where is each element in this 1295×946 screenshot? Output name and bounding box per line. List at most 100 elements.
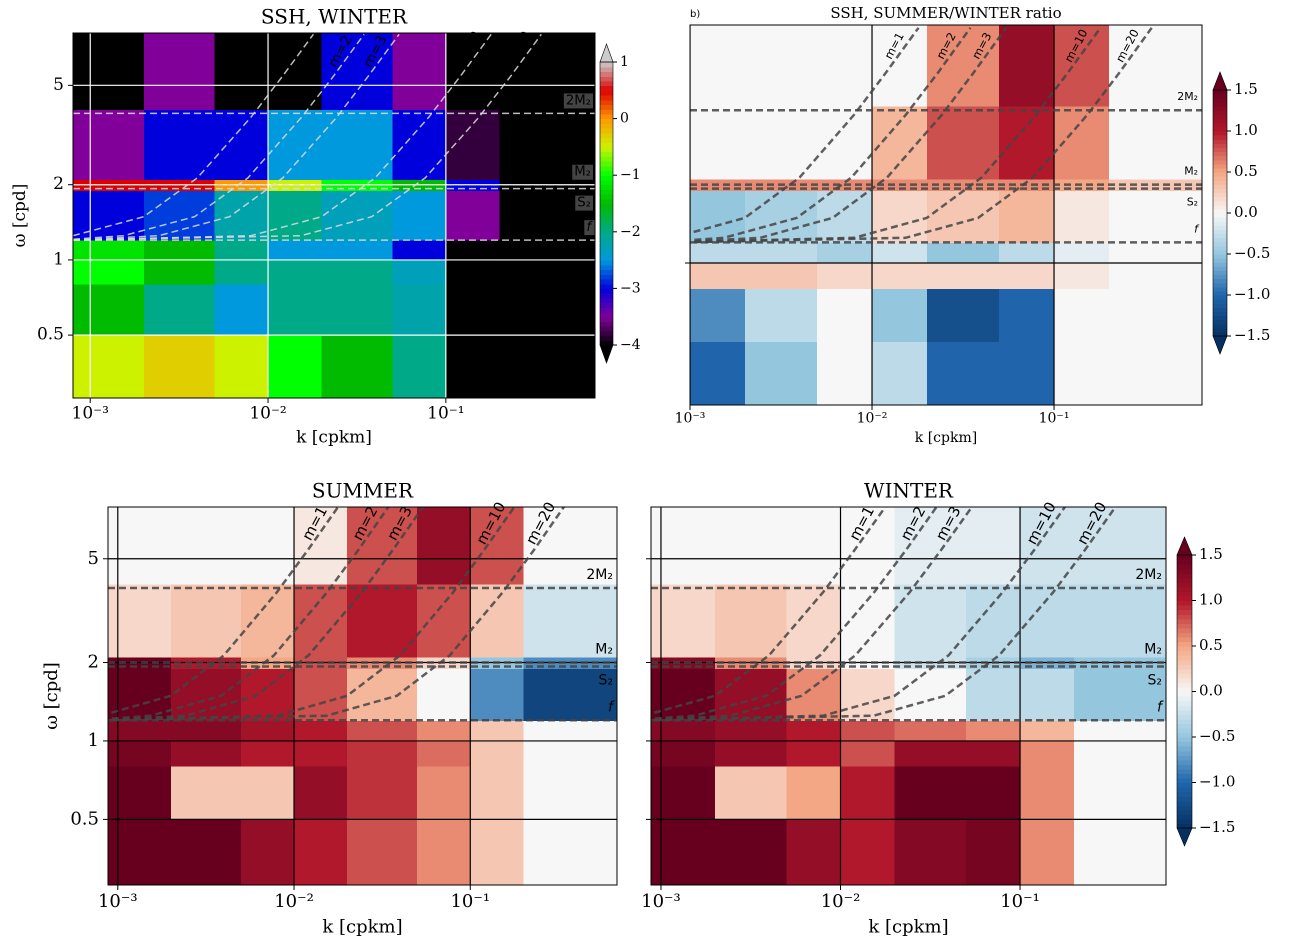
heatmap-cell — [1074, 819, 1166, 885]
colorbar-swatch — [1177, 782, 1192, 788]
axes-frame — [72, 32, 596, 399]
plot-area — [690, 25, 1202, 405]
heatmap-cell — [392, 259, 447, 285]
colorbar-extend — [599, 43, 614, 63]
colorbar-tick-label: −3 — [620, 280, 641, 296]
colorbar-swatch — [1177, 814, 1192, 820]
colorbar-swatch — [1177, 714, 1192, 720]
colorbar-swatch — [600, 161, 613, 167]
colorbar-swatch — [1177, 709, 1192, 715]
heatmap-cell — [999, 263, 1055, 289]
heatmap-cell — [347, 668, 418, 721]
y-axis-label: ω [cpd] — [41, 662, 62, 730]
heatmap-cell — [1054, 263, 1110, 289]
colorbar-swatch — [1213, 196, 1227, 202]
heatmap-cell — [872, 263, 928, 289]
reference-label: 2M₂ — [586, 567, 613, 583]
colorbar-swatch — [1177, 723, 1192, 729]
colorbar-tick-label: −2 — [620, 224, 641, 240]
heatmap-cell — [214, 335, 269, 398]
colorbar-swatch — [1177, 768, 1192, 774]
colorbar-swatch — [1177, 677, 1192, 683]
x-tick-label: 10⁻³ — [641, 891, 681, 912]
heatmap-cell — [240, 819, 295, 885]
colorbar-swatch — [1177, 764, 1192, 770]
heatmap-cell — [966, 507, 1021, 585]
colorbar-swatch — [1213, 184, 1227, 189]
heatmap-cell — [214, 109, 269, 180]
y-tick-label: 5 — [88, 548, 99, 569]
y-tick-label: 2 — [88, 651, 99, 672]
colorbar-swatch — [1177, 632, 1192, 638]
heatmap-cell — [170, 507, 242, 585]
colorbar-swatch — [600, 137, 613, 143]
heatmap-cell — [715, 720, 787, 742]
colorbar-tick-label: −1.0 — [1199, 773, 1235, 791]
colorbar-tick-label: 0.0 — [1234, 203, 1258, 221]
heatmap-cell — [143, 335, 216, 398]
heatmap-cell — [170, 720, 242, 742]
colorbar-swatch — [1177, 568, 1192, 574]
colorbar-swatch — [1177, 559, 1192, 565]
colorbar-swatch — [1177, 773, 1192, 779]
colorbar-swatch — [1213, 286, 1227, 292]
x-tick-label: 10⁻² — [249, 404, 286, 424]
heatmap-cell — [417, 668, 471, 721]
colorbar-swatch — [600, 311, 613, 318]
colorbar-swatch — [1177, 555, 1192, 561]
colorbar-swatch — [600, 326, 613, 332]
heatmap-cell — [1074, 668, 1166, 721]
heatmap-cell — [872, 25, 928, 107]
colorbar-swatch — [1213, 254, 1227, 259]
colorbar-tick-label: 1.0 — [1234, 121, 1258, 139]
colorbar-swatch — [600, 269, 613, 275]
reference-label: 2M₂ — [1135, 567, 1162, 583]
heatmap-cell — [966, 819, 1021, 885]
colorbar-swatch — [600, 184, 613, 190]
colorbar-swatch — [1213, 258, 1227, 263]
heatmap-cell — [294, 819, 348, 885]
colorbar-swatch — [600, 142, 613, 148]
colorbar-tick-label: 1.0 — [1199, 591, 1223, 609]
colorbar-swatch — [1177, 668, 1192, 674]
heatmap-cell — [786, 740, 842, 767]
heatmap-cell — [214, 33, 269, 111]
dispersion-curve — [651, 507, 887, 715]
dispersion-curve — [108, 507, 566, 722]
x-tick-label: 10⁻² — [274, 891, 314, 912]
chart-title: SUMMER — [312, 479, 414, 503]
x-tick-label: 10⁻² — [857, 410, 888, 426]
colorbar-swatch — [1177, 700, 1192, 706]
y-tick-label: 5 — [53, 75, 64, 95]
heatmap-cell — [214, 190, 269, 241]
heatmap-cell — [1074, 740, 1166, 767]
colorbar-swatch — [1177, 673, 1192, 679]
heatmap-cell — [840, 720, 896, 742]
colorbar-swatch — [1177, 664, 1192, 670]
colorbar-swatch — [1213, 323, 1227, 329]
colorbar-swatch — [1213, 233, 1227, 239]
colorbar-swatch — [1213, 139, 1227, 144]
heatmap-cell — [321, 190, 393, 241]
heatmap-cell — [523, 766, 617, 820]
heatmap-cell — [445, 259, 500, 285]
dispersion-curve — [108, 507, 390, 721]
colorbar-extend — [1176, 827, 1193, 847]
colorbar-swatch — [1213, 266, 1227, 271]
heatmap-cell — [966, 766, 1021, 820]
colorbar-tick-label: 0.5 — [1234, 162, 1258, 180]
heatmap-cell — [143, 240, 216, 261]
colorbar-swatch — [600, 179, 613, 186]
x-axis-label: k [cpkm] — [296, 427, 372, 447]
heatmap-cell — [840, 584, 896, 658]
x-axis-label: k [cpkm] — [868, 916, 948, 937]
colorbar-swatch — [600, 241, 613, 247]
colorbar-swatch — [600, 217, 613, 223]
heatmap-cell — [108, 740, 172, 767]
colorbar-swatch — [1213, 282, 1227, 288]
colorbar-swatch — [600, 156, 613, 162]
heatmap-cell — [392, 109, 447, 180]
colorbar-swatch — [1213, 229, 1227, 235]
colorbar-swatch — [1213, 311, 1227, 317]
